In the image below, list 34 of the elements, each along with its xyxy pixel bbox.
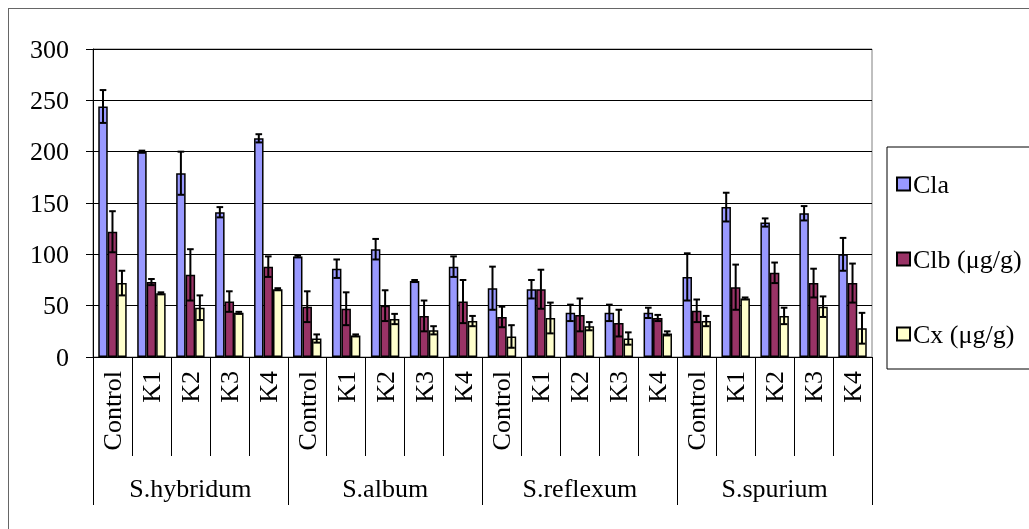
x-tick-label: Control <box>292 371 322 451</box>
y-tick-label: 200 <box>30 137 69 167</box>
legend-label: Clb (μg/g) <box>913 244 1022 274</box>
text: S.reflexum <box>522 473 638 503</box>
x-tick-label: K1 <box>331 371 361 403</box>
y-tick-label: 300 <box>30 34 69 64</box>
y-tick-label: 100 <box>30 239 69 269</box>
x-tick-label: K3 <box>799 371 829 403</box>
x-tick-label: K4 <box>838 371 868 403</box>
x-tick-label: K4 <box>448 371 478 403</box>
x-tick-label: K2 <box>760 371 790 403</box>
x-tick-label: Control <box>487 371 517 451</box>
legend-label: Cx (μg/g) <box>913 319 1015 349</box>
text: S.spurium <box>721 473 828 503</box>
text: S.hybridum <box>129 473 252 503</box>
y-tick-label: 250 <box>30 85 69 115</box>
x-tick-label: K4 <box>643 371 673 403</box>
legend-label: Cla <box>913 169 950 199</box>
y-tick-label: 0 <box>56 342 69 372</box>
y-tick-label: 50 <box>43 291 69 321</box>
x-tick-label: K1 <box>721 371 751 403</box>
y-tick-label: 150 <box>30 188 69 218</box>
x-tick-label: Control <box>97 371 127 451</box>
x-tick-label: K3 <box>409 371 439 403</box>
x-tick-label: Control <box>682 371 712 451</box>
x-tick-label: K3 <box>214 371 244 403</box>
x-tick-label: K2 <box>175 371 205 403</box>
x-tick-label: K3 <box>604 371 634 403</box>
text: S.album <box>342 473 429 503</box>
x-tick-label: K1 <box>136 371 166 403</box>
x-tick-label: K4 <box>253 371 283 403</box>
x-tick-label: K2 <box>565 371 595 403</box>
x-tick-label: K2 <box>370 371 400 403</box>
x-tick-label: K1 <box>526 371 556 403</box>
